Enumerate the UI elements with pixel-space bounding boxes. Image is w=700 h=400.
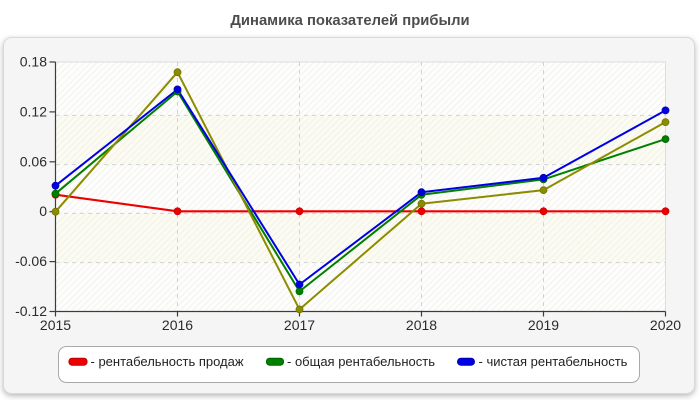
svg-text:- чистая рентабельность: - чистая рентабельность: [479, 354, 628, 369]
svg-text:-0.06: -0.06: [15, 253, 47, 269]
svg-text:2016: 2016: [162, 317, 193, 333]
svg-text:Динамика показателей прибыли: Динамика показателей прибыли: [230, 13, 469, 29]
svg-text:2015: 2015: [40, 317, 71, 333]
svg-text:2017: 2017: [284, 317, 315, 333]
svg-text:2019: 2019: [528, 317, 559, 333]
svg-text:2020: 2020: [650, 317, 681, 333]
svg-text:0.12: 0.12: [20, 103, 47, 119]
svg-text:- общая рентабельность: - общая рентабельность: [287, 354, 435, 369]
svg-text:0: 0: [39, 203, 47, 219]
svg-text:-0.12: -0.12: [15, 303, 47, 319]
svg-text:2018: 2018: [406, 317, 437, 333]
svg-text:- рентабельность продаж: - рентабельность продаж: [91, 354, 244, 369]
svg-text:0.18: 0.18: [20, 54, 47, 70]
svg-text:0.06: 0.06: [20, 153, 47, 169]
